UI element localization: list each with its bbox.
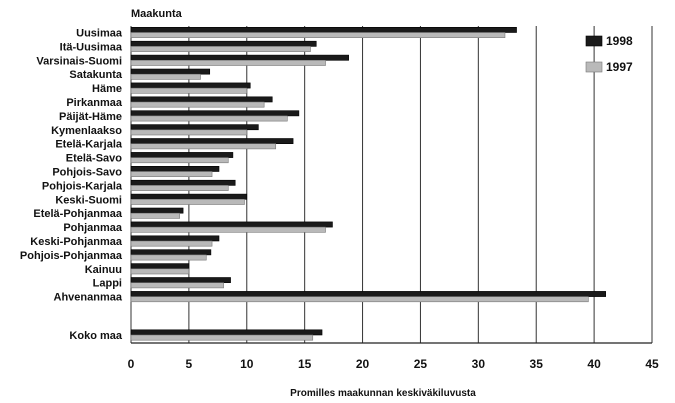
bar-1997-9 [130, 157, 229, 164]
bar-1997-17 [130, 268, 190, 275]
bar-1998-15 [130, 235, 220, 242]
legend-label: 1998 [606, 34, 633, 48]
category-label: Kymenlaakso [51, 125, 122, 137]
bar-1998-9 [130, 152, 234, 158]
bar-1998-6 [130, 110, 300, 117]
category-label: Pohjois-Karjala [42, 180, 123, 192]
bar-1997-20 [130, 334, 314, 341]
x-tick-label: 0 [128, 357, 135, 371]
legend: 1998 1997 [585, 34, 633, 74]
category-label: Varsinais-Suomi [36, 55, 122, 67]
bar-1998-0 [130, 26, 517, 33]
bar-1998-13 [130, 207, 184, 214]
bar-1998-3 [130, 68, 211, 75]
x-tick-label: 35 [530, 357, 544, 371]
bar-1998-8 [130, 138, 294, 144]
bar-1998-12 [130, 193, 248, 200]
category-label: Ahvenanmaa [54, 292, 123, 304]
category-label: Etelä-Savo [66, 153, 123, 165]
x-tick-labels: 0 5 10 15 20 25 30 35 40 45 [128, 357, 659, 371]
x-tick-label: 5 [186, 357, 193, 371]
category-label: Päijät-Häme [59, 111, 122, 123]
bar-1997-8 [130, 143, 277, 150]
bar-1997-6 [130, 115, 288, 122]
category-label: Satakunta [69, 69, 122, 81]
legend-swatch-1998 [585, 35, 603, 47]
bar-1998-2 [130, 54, 349, 61]
bar-1997-15 [130, 240, 213, 247]
category-label: Pirkanmaa [66, 97, 123, 109]
bar-1998-5 [130, 96, 273, 103]
bar-1998-10 [130, 166, 220, 172]
bar-1997-12 [130, 199, 245, 205]
bar-1998-14 [130, 221, 333, 228]
bar-1998-7 [130, 124, 259, 131]
category-label: Häme [92, 83, 122, 95]
category-label: Keski-Pohjanmaa [30, 236, 123, 248]
category-label: Uusimaa [76, 28, 123, 40]
bar-1997-10 [130, 171, 213, 177]
x-tick-label: 15 [298, 357, 312, 371]
bar-1997-18 [130, 282, 224, 289]
bar-1997-1 [130, 46, 311, 52]
bar-1998-16 [130, 249, 212, 256]
bar-1997-5 [130, 101, 265, 108]
bar-1997-4 [130, 87, 248, 94]
legend-label: 1997 [606, 60, 633, 74]
x-tick-label: 10 [240, 357, 254, 371]
bar-1997-2 [130, 59, 326, 66]
bar-1998-17 [130, 263, 190, 270]
bar-1997-14 [130, 226, 326, 233]
bar-1997-16 [130, 254, 207, 261]
bar-1997-13 [130, 212, 180, 219]
x-axis-title: Promilles maakunnan keskiväkiluvusta [290, 388, 476, 399]
bar-1997-7 [130, 129, 248, 136]
bar-1997-19 [130, 296, 589, 303]
bar-1997-3 [130, 73, 201, 80]
category-label: Pohjanmaa [63, 222, 123, 234]
bars-group [130, 26, 606, 341]
category-label: Itä-Uusimaa [60, 41, 123, 53]
x-tick-label: 25 [414, 357, 428, 371]
category-label: Koko maa [69, 330, 122, 342]
category-label: Pohjois-Pohjanmaa [20, 250, 123, 262]
x-tick-label: 20 [356, 357, 370, 371]
category-label: Etelä-Karjala [55, 139, 123, 151]
x-tick-label: 30 [472, 357, 486, 371]
chart-title: Maakunta [131, 8, 183, 20]
category-label: Etelä-Pohjanmaa [33, 208, 123, 220]
bar-1997-0 [130, 32, 506, 38]
x-tick-label: 40 [587, 357, 601, 371]
category-label: Keski-Suomi [55, 194, 122, 206]
bar-1998-4 [130, 82, 251, 89]
x-tick-label: 45 [645, 357, 659, 371]
bar-1998-19 [130, 291, 606, 297]
bar-1998-18 [130, 277, 231, 283]
category-label: Pohjois-Savo [52, 167, 122, 179]
bar-1998-20 [130, 329, 323, 336]
category-label: Lappi [93, 278, 122, 290]
legend-swatch-1997 [585, 61, 603, 73]
bar-1998-1 [130, 40, 317, 47]
category-label: Kainuu [85, 264, 122, 276]
bar-1998-11 [130, 179, 236, 186]
bar-1997-11 [130, 185, 229, 191]
